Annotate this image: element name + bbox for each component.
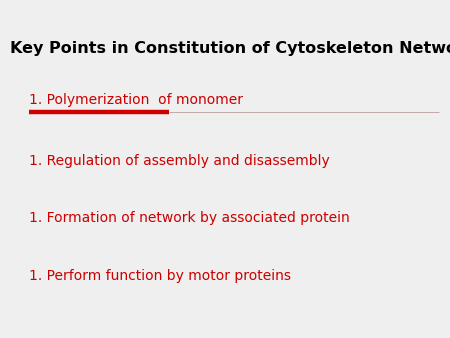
Text: 1. Formation of network by associated protein: 1. Formation of network by associated pr… xyxy=(29,211,350,225)
Text: 1. Perform function by motor proteins: 1. Perform function by motor proteins xyxy=(29,269,291,283)
Text: 1. Polymerization  of monomer: 1. Polymerization of monomer xyxy=(29,93,243,107)
Text: 1. Regulation of assembly and disassembly: 1. Regulation of assembly and disassembl… xyxy=(29,154,330,168)
Text: Key Points in Constitution of Cytoskeleton Network: Key Points in Constitution of Cytoskelet… xyxy=(10,41,450,55)
